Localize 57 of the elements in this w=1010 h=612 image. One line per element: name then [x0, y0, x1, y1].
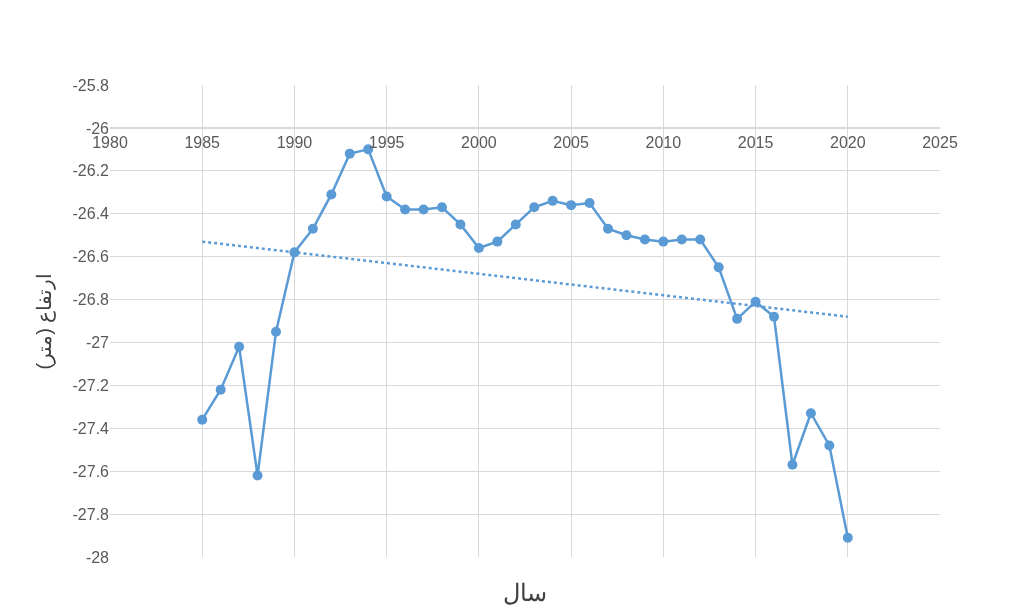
- y-tick-label: -26.8: [72, 291, 110, 309]
- point: [695, 234, 706, 245]
- y-tick-label: -25.8: [72, 76, 110, 94]
- point: [842, 532, 853, 543]
- point: [437, 202, 447, 213]
- point: [252, 470, 263, 481]
- point: [510, 219, 521, 230]
- y-tick-label: -26: [85, 119, 110, 137]
- point: [584, 198, 595, 208]
- point: [603, 223, 613, 234]
- point: [547, 195, 558, 206]
- point: [418, 204, 429, 215]
- x-tick-label: 2000: [461, 134, 497, 152]
- point: [381, 191, 392, 202]
- point: [566, 200, 577, 211]
- point: [455, 219, 466, 230]
- point: [400, 204, 411, 215]
- point: [326, 189, 337, 200]
- x-tick-label: 2005: [553, 134, 590, 152]
- point: [344, 148, 355, 159]
- x-axis-title: سال: [503, 579, 547, 606]
- point: [713, 262, 724, 273]
- point: [805, 408, 816, 419]
- y-tick-label: -27.4: [72, 419, 110, 437]
- y-tick-label: -27.6: [72, 462, 110, 480]
- point: [639, 234, 650, 245]
- x-tick-label: 1985: [184, 134, 221, 152]
- point: [197, 414, 208, 425]
- y-tick-label: -26.6: [72, 248, 110, 266]
- point: [621, 230, 632, 241]
- point: [529, 202, 540, 213]
- x-tick-label: 2025: [922, 134, 958, 152]
- point: [492, 236, 503, 247]
- y-tick-label: -27: [85, 334, 110, 352]
- point: [676, 234, 687, 245]
- y-tick-label: -28: [85, 548, 110, 566]
- y-tick-label: -27.2: [72, 376, 110, 394]
- x-tick-label: 1990: [276, 134, 313, 152]
- point: [658, 236, 669, 247]
- x-tick-label: 1995: [368, 134, 405, 152]
- point: [234, 341, 245, 352]
- y-tick-label: -26.4: [72, 205, 110, 223]
- point: [732, 313, 743, 324]
- y-axis-title: ارتفاع (متر): [33, 272, 57, 370]
- point: [271, 326, 281, 337]
- y-tick-label: -26.2: [72, 162, 110, 180]
- point: [824, 440, 835, 451]
- x-tick-label: 2020: [829, 134, 866, 152]
- point: [769, 311, 779, 322]
- point: [307, 223, 318, 234]
- point: [787, 459, 798, 470]
- point: [473, 243, 484, 254]
- x-tick-label: 2010: [645, 134, 682, 152]
- y-tick-label: -27.8: [72, 505, 110, 523]
- point: [215, 384, 226, 395]
- x-tick-label: 2015: [737, 134, 774, 152]
- x-tick-label: 1980: [92, 134, 128, 152]
